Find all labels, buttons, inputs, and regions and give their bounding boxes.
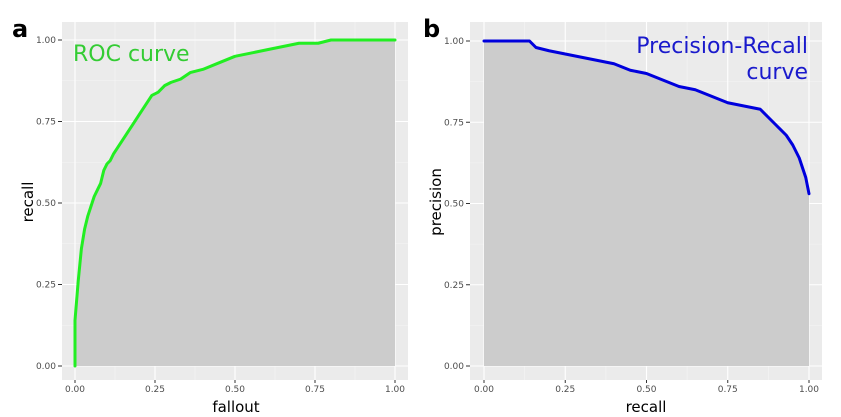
curve-title-line: ROC curve [73,42,190,67]
roc-curve-title: ROC curve [73,42,190,67]
roc-panel: a 0.00 0.25 0.50 0.75 1.00 0.00 0.25 0.50 0.75 1.… [12,15,408,416]
x-tick-label: 0.25 [555,385,575,395]
x-tick-label: 0.00 [474,385,494,395]
panel-letter-a: a [12,15,28,43]
y-tick-label: 0.75 [36,118,56,128]
x-tick-label: 1.00 [799,385,819,395]
curve-title-line: curve [746,60,808,85]
y-axis-label: recall [19,182,37,223]
y-tick-label: 0.50 [444,200,464,210]
y-tick-label: 0.25 [444,281,464,291]
x-tick-label: 0.50 [636,385,656,395]
x-axis-label: fallout [212,398,259,416]
y-tick-label: 0.75 [444,118,464,128]
series-line [73,38,397,368]
y-tick-label: 0.25 [36,281,56,291]
x-tick-label: 0.00 [65,385,85,395]
y-tick-label: 1.00 [444,37,464,47]
x-tick-label: 0.50 [225,385,245,395]
x-tick-label: 1.00 [385,385,405,395]
x-tick-label: 0.25 [145,385,165,395]
x-tick-label: 0.75 [305,385,325,395]
y-tick-label: 0.50 [36,199,56,209]
series-line [482,39,811,196]
panel-letter-b: b [423,15,440,43]
y-tick-label: 1.00 [36,36,56,46]
precision-recall-panel: b 0.00 0.25 0.50 0.75 1.00 0.00 0.25 0.50 0.75 1.… [423,15,822,416]
area-under-curve [75,40,395,366]
x-tick-label: 0.75 [718,385,738,395]
x-axis-label: recall [626,398,667,416]
y-tick-label: 0.00 [444,362,464,372]
y-tick-label: 0.00 [36,362,56,372]
curve-title-line: Precision-Recall [636,34,808,59]
precision-recall-curve-title: Precision-Recall curve [636,34,808,85]
area-under-curve [484,41,809,366]
y-axis-label: precision [427,168,445,236]
